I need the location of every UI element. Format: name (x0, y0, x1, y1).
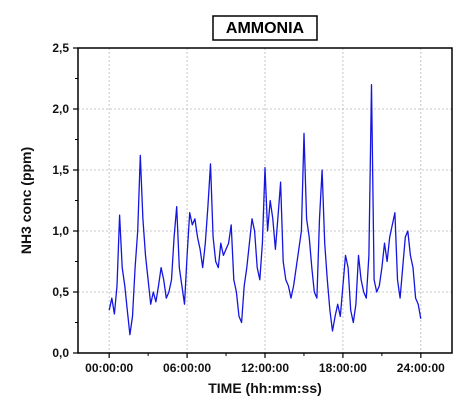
y-axis-title: NH3 conc (ppm) (18, 147, 34, 254)
x-tick-label: 24:00:00 (397, 361, 445, 375)
y-tick-label: 1,0 (52, 224, 69, 238)
x-tick-label: 18:00:00 (319, 361, 367, 375)
chart-title-box (212, 15, 318, 41)
y-tick-label: 1,5 (52, 163, 69, 177)
y-tick-label: 2,5 (52, 41, 69, 55)
grid-lines (78, 48, 452, 353)
y-tick-label: 2,0 (52, 102, 69, 116)
y-tick-label: 0,0 (52, 346, 69, 360)
series-line-nh3 (108, 83, 422, 336)
chart-title: AMMONIA (226, 20, 305, 37)
axis-ticks: 0,0 0,5 1,0 1,5 2,0 2,5 00:00:00 06:00:00 12:00:… (52, 41, 445, 375)
y-tick-label: 0,5 (52, 285, 69, 299)
x-tick-label: 06:00:00 (163, 361, 211, 375)
series-layer (108, 83, 422, 336)
x-tick-label: 12:00:00 (241, 361, 289, 375)
x-axis-title: TIME (hh:mm:ss) (208, 380, 322, 396)
x-tick-label: 00:00:00 (85, 361, 133, 375)
